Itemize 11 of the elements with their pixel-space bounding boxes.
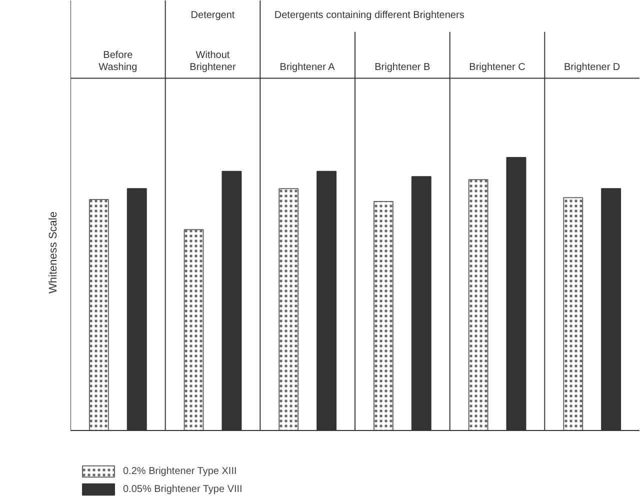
legend-label: 0.05% Brightener Type VIII <box>123 484 242 494</box>
x-tick-label: Before Washing <box>98 50 138 73</box>
x-tick-label: Brightener B <box>374 62 431 73</box>
x-tick-label: Brightener C <box>469 62 526 73</box>
text: Detergents containing different Brighteners <box>274 10 464 22</box>
y-axis-title: Whiteness Scale <box>48 212 60 294</box>
x-tick-label: Brightener A <box>280 62 336 73</box>
x-tick-label: Brightener D <box>564 62 620 73</box>
text: Detergent <box>190 10 235 22</box>
x-tick-label: Without Brightener <box>190 50 236 73</box>
legend-label: 0.2% Brightener Type XIII <box>123 466 237 476</box>
